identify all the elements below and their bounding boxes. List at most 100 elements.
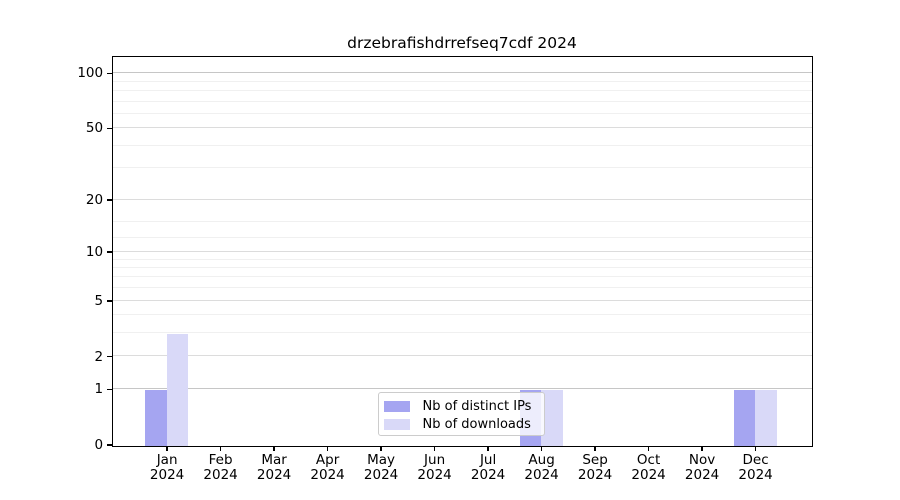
- x-tick-month: Jan: [156, 452, 178, 469]
- y-tick-label: 100: [77, 65, 104, 82]
- x-tick-year: 2024: [577, 467, 613, 484]
- x-tick-mark: [754, 446, 757, 452]
- x-tick-month: Jul: [479, 452, 497, 469]
- x-tick-label: Jul 2024: [456, 453, 520, 483]
- plot-area: Nb of distinct IPs Nb of downloads: [111, 55, 813, 447]
- legend-row-distinct-ips: Nb of distinct IPs: [383, 398, 536, 415]
- x-tick-year: 2024: [631, 467, 666, 484]
- x-tick-month: Apr: [315, 452, 340, 469]
- x-tick-label: Jan 2024: [135, 453, 199, 483]
- y-tick-label: 20: [85, 191, 104, 208]
- y-minor-gridline: [112, 220, 812, 222]
- x-tick-mark: [701, 446, 703, 452]
- y-major-gridline: [112, 388, 812, 390]
- x-tick-mark: [540, 446, 543, 452]
- y-tick-label: 2: [94, 348, 104, 365]
- bar-downloads-aug: [541, 389, 563, 446]
- y-major-gridline: [112, 198, 812, 200]
- bar-downloads-dec: [755, 389, 777, 446]
- y-tick-label: 10: [85, 243, 104, 260]
- legend-label-downloads: Nb of downloads: [422, 416, 531, 432]
- y-minor-gridline: [112, 314, 812, 316]
- y-minor-gridline: [112, 276, 812, 278]
- x-tick-month: Jun: [424, 452, 446, 469]
- x-tick-mark: [380, 446, 382, 452]
- x-tick-mark: [273, 446, 275, 452]
- legend-label-distinct-ips: Nb of distinct IPs: [422, 398, 532, 414]
- x-tick-label: Oct 2024: [617, 453, 681, 483]
- x-tick-mark: [433, 446, 436, 452]
- x-tick-mark: [487, 446, 489, 452]
- x-tick-label: Apr 2024: [296, 453, 360, 483]
- x-tick-year: 2024: [149, 467, 185, 484]
- x-tick-label: Sep 2024: [563, 453, 627, 483]
- y-minor-gridline: [112, 332, 812, 334]
- y-tick-mark: [107, 355, 113, 358]
- x-tick-mark: [326, 446, 329, 452]
- y-tick-mark: [107, 388, 113, 390]
- x-tick-label: Nov 2024: [670, 453, 734, 483]
- bar-distinct-ips-jan: [145, 389, 167, 446]
- y-tick-label: 0: [94, 437, 104, 454]
- x-tick-label: Mar 2024: [242, 453, 306, 483]
- y-major-gridline: [112, 355, 812, 357]
- x-tick-label: May 2024: [349, 453, 413, 483]
- y-tick-mark: [107, 199, 113, 201]
- y-minor-gridline: [112, 266, 812, 268]
- legend-row-downloads: Nb of downloads: [383, 416, 536, 433]
- y-tick-label: 5: [94, 292, 104, 309]
- legend-swatch-downloads-icon: [383, 419, 410, 430]
- chart-title: drzebrafishdrrefseq7cdf 2024: [347, 34, 577, 52]
- x-tick-label: Aug 2024: [510, 453, 574, 483]
- x-tick-year: 2024: [470, 467, 506, 484]
- legend-swatch-distinct-ips-icon: [383, 401, 410, 412]
- y-minor-gridline: [112, 80, 812, 82]
- x-tick-month: Dec: [742, 452, 769, 469]
- y-minor-gridline: [112, 258, 812, 260]
- x-tick-month: Aug: [528, 452, 555, 469]
- y-tick-mark: [107, 300, 113, 302]
- x-tick-mark: [219, 446, 222, 452]
- y-minor-gridline: [112, 144, 812, 146]
- x-tick-year: 2024: [684, 467, 720, 484]
- y-tick-mark: [107, 72, 113, 75]
- y-tick-mark: [107, 251, 113, 253]
- x-tick-month: Oct: [636, 452, 661, 469]
- y-tick-label: 50: [85, 120, 104, 137]
- x-tick-month: May: [367, 452, 396, 469]
- x-tick-month: Sep: [582, 452, 608, 469]
- x-tick-mark: [594, 446, 596, 452]
- y-tick-label: 1: [94, 381, 104, 398]
- y-minor-gridline: [112, 287, 812, 289]
- x-tick-year: 2024: [363, 467, 399, 484]
- y-major-gridline: [112, 299, 812, 301]
- bar-distinct-ips-dec: [733, 389, 755, 446]
- x-tick-year: 2024: [203, 467, 238, 484]
- y-minor-gridline: [112, 89, 812, 91]
- x-tick-mark: [647, 446, 650, 452]
- x-tick-month: Nov: [688, 452, 716, 469]
- y-major-gridline: [112, 72, 812, 74]
- x-tick-year: 2024: [256, 467, 292, 484]
- x-tick-mark: [166, 446, 168, 452]
- x-tick-year: 2024: [310, 467, 345, 484]
- y-tick-mark: [107, 127, 113, 130]
- x-tick-year: 2024: [417, 467, 452, 484]
- x-tick-label: Dec 2024: [724, 453, 788, 483]
- legend: Nb of distinct IPs Nb of downloads: [377, 391, 545, 436]
- bar-downloads-jan: [166, 333, 188, 446]
- x-tick-label: Feb 2024: [189, 453, 253, 483]
- x-tick-label: Jun 2024: [403, 453, 467, 483]
- x-tick-month: Mar: [261, 452, 287, 469]
- x-tick-year: 2024: [524, 467, 559, 484]
- y-major-gridline: [112, 250, 812, 252]
- y-minor-gridline: [112, 237, 812, 239]
- y-minor-gridline: [112, 167, 812, 169]
- x-tick-month: Feb: [208, 452, 233, 469]
- y-minor-gridline: [112, 112, 812, 114]
- y-minor-gridline: [112, 100, 812, 102]
- x-tick-year: 2024: [738, 467, 773, 484]
- y-major-gridline: [112, 127, 812, 129]
- y-tick-mark: [107, 444, 113, 446]
